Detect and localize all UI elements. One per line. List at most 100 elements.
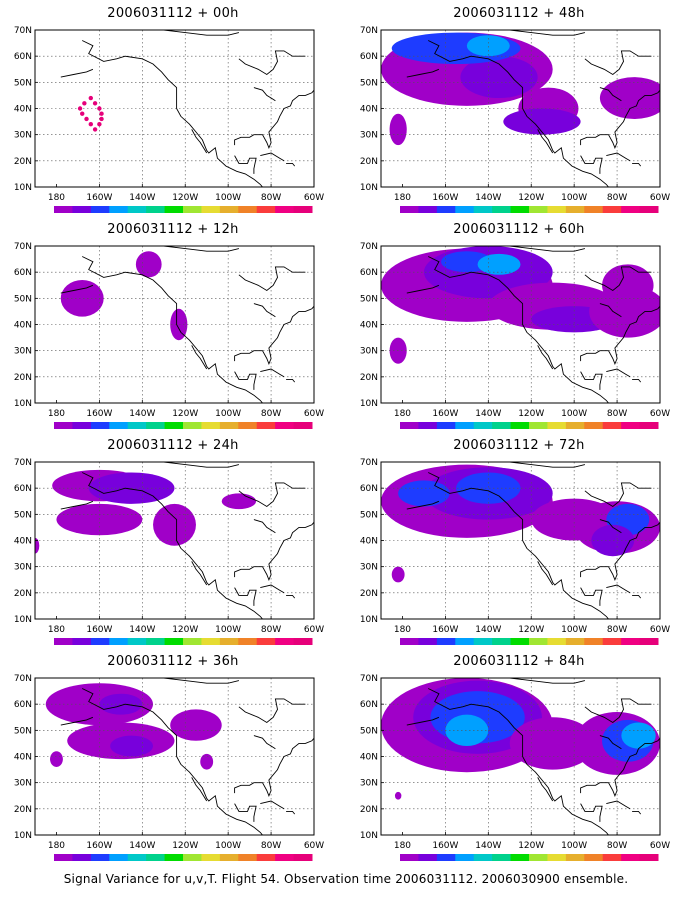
lon-tick-label: 180 (394, 409, 411, 419)
colorbar-label: 2.2 (85, 215, 96, 216)
coastline (234, 737, 314, 797)
colorbar-label: 5.1 (141, 215, 152, 216)
colorbar-segment (473, 422, 493, 429)
coastline (253, 735, 276, 750)
coastline (606, 800, 631, 810)
lat-tick-label: 20N (14, 157, 32, 167)
variance-contour (394, 791, 402, 800)
panel-title: 2006031112 + 24h (107, 438, 239, 453)
coastline (428, 246, 586, 252)
colorbar-label: 11 (215, 863, 224, 864)
lon-tick-label: 140W (129, 625, 155, 635)
colorbar-segment (275, 638, 295, 645)
colorbar-segment (109, 422, 129, 429)
colorbar-label: 5.1 (487, 647, 498, 648)
lon-tick-label: 180 (48, 409, 65, 419)
colorbar-segment (473, 638, 493, 645)
colorbar-segment (146, 206, 166, 213)
colorbar-label: 9 (545, 215, 549, 216)
colorbar-label: 1.6 (413, 647, 425, 648)
colorbar-label: 2.2 (431, 431, 442, 432)
colorbar-segment (256, 638, 276, 645)
coastline (632, 162, 642, 167)
colorbar: 1.6 2.2 3.1 4 5.1 6.3 7.5 9 11 14 21 29 40 (400, 854, 659, 864)
colorbar-label: 40 (289, 431, 298, 432)
variance-contour (466, 35, 510, 57)
colorbar-segment (72, 638, 92, 645)
colorbar-segment (219, 638, 239, 645)
colorbar-segment (584, 854, 604, 861)
coastline (428, 472, 610, 619)
plot-area: 70N 60N 50N 40N 30N 20N 10N 180 160W 140W 120W 100W… (14, 458, 324, 635)
colorbar-label: 14 (234, 431, 243, 432)
colorbar-label: 3.1 (104, 647, 115, 648)
lat-tick-label: 20N (360, 589, 378, 599)
colorbar-segment (529, 422, 548, 429)
colorbar-label: 21 (598, 215, 607, 216)
colorbar-segment (127, 854, 147, 861)
lon-tick-label: 80W (261, 841, 281, 851)
colorbar-label: 29 (271, 863, 280, 864)
coastline (286, 378, 296, 383)
coastline (82, 246, 240, 252)
colorbar-segment (418, 206, 438, 213)
colorbar-label: 29 (271, 215, 280, 216)
colorbar-label: 4 (471, 647, 476, 648)
colorbar-segment (109, 854, 129, 861)
colorbar-label: 9 (545, 647, 549, 648)
coastline (191, 561, 208, 586)
colorbar-segment (293, 422, 313, 429)
lat-tick-label: 60N (360, 52, 378, 62)
colorbar-label: 29 (617, 215, 626, 216)
colorbar-label: 1.6 (67, 647, 79, 648)
lat-tick-label: 70N (360, 242, 378, 252)
lat-tick-label: 20N (14, 373, 32, 383)
lat-tick-label: 60N (14, 484, 32, 494)
variance-contour (391, 566, 405, 583)
lon-tick-label: 100W (561, 625, 587, 635)
variance-contour (445, 714, 489, 747)
lon-tick-label: 60W (650, 841, 670, 851)
colorbar-segment (418, 638, 438, 645)
panel-title: 2006031112 + 48h (453, 6, 585, 21)
colorbar-segment (90, 854, 110, 861)
colorbar-label: 29 (617, 863, 626, 864)
variance-contour (621, 722, 656, 749)
variance-contour (599, 77, 660, 119)
colorbar-segment (436, 206, 456, 213)
map-panel: 2006031112 + 24h 70N 60N 50N 40N 30N 20N 10N 180… (0, 432, 346, 657)
colorbar-segment (256, 854, 276, 861)
coastline (580, 587, 603, 606)
coastline (537, 777, 554, 802)
lon-tick-label: 60W (304, 409, 324, 419)
panel-title: 2006031112 + 60h (453, 222, 585, 237)
colorbar-segment (492, 422, 512, 429)
observation-point (82, 101, 87, 106)
colorbar-label: 4 (125, 863, 130, 864)
colorbar-label: 40 (635, 647, 644, 648)
colorbar-label: 21 (252, 215, 261, 216)
lon-tick-label: 60W (650, 409, 670, 419)
coastline (584, 698, 652, 724)
lat-tick-label: 60N (360, 700, 378, 710)
colorbar-label: 11 (561, 431, 570, 432)
lat-tick-label: 20N (14, 589, 32, 599)
map-panel: 2006031112 + 72h 70N 60N 50N 40N 30N 20N 10N 180… (346, 432, 692, 657)
colorbar-segment (219, 422, 239, 429)
lon-tick-label: 60W (304, 193, 324, 203)
lat-tick-label: 40N (14, 537, 32, 547)
colorbar-segment (256, 206, 276, 213)
colorbar-label: 1.6 (413, 215, 425, 216)
lat-tick-label: 30N (14, 131, 32, 141)
colorbar-label: 11 (215, 215, 224, 216)
colorbar-segment (584, 422, 604, 429)
colorbar-segment (473, 854, 493, 861)
lon-tick-label: 60W (304, 841, 324, 851)
map-panel: 2006031112 + 48h 70N 60N 50N 40N 30N 20N 10N 180… (346, 0, 692, 225)
colorbar-segment (256, 422, 276, 429)
lat-tick-label: 10N (14, 831, 32, 841)
coastline (406, 716, 440, 726)
colorbar-label: 14 (580, 863, 589, 864)
colorbar-segment (510, 854, 530, 861)
colorbar-label: 7.5 (523, 431, 534, 432)
